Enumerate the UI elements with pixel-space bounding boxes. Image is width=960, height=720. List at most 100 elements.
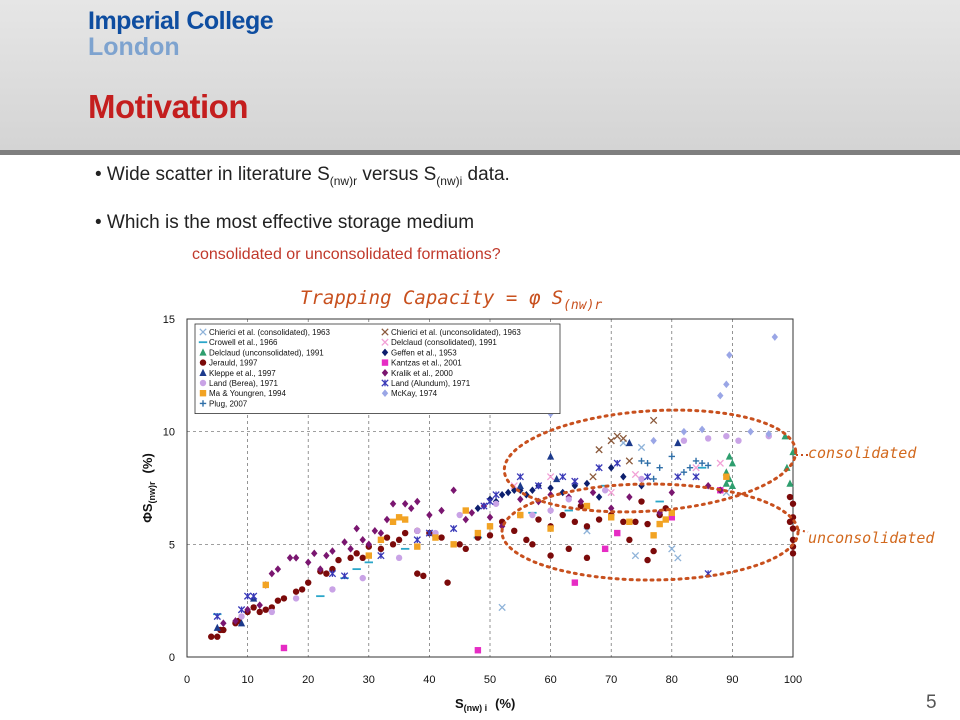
- data-point: [317, 565, 324, 573]
- data-point: [650, 532, 657, 539]
- data-point: [674, 473, 682, 481]
- data-point: [456, 511, 463, 519]
- data-point: [371, 527, 379, 535]
- data-point: [626, 493, 633, 501]
- logo-line1: Imperial College: [88, 7, 274, 35]
- data-point: [583, 554, 591, 562]
- y-tick-label: 15: [163, 314, 175, 326]
- data-point: [614, 529, 621, 537]
- data-point: [547, 552, 554, 559]
- chart-title-sub: (nw)r: [563, 298, 602, 313]
- legend-marker: [199, 379, 207, 387]
- bullet1-prefix: • Wide scatter in literature S: [95, 164, 330, 185]
- data-point: [280, 644, 288, 652]
- x-label-sub: (nw) i: [464, 703, 488, 713]
- legend-marker: [199, 328, 207, 336]
- data-point: [577, 502, 585, 510]
- data-point: [286, 554, 294, 562]
- legend-label: Chierici et al. (consolidated), 1963: [209, 328, 331, 337]
- data-point: [637, 443, 646, 452]
- legend-label: Kralik et al., 2000: [391, 369, 453, 378]
- data-point: [583, 502, 591, 510]
- data-point: [680, 437, 688, 444]
- legend-label: Geffen et al., 1953: [391, 348, 457, 357]
- data-point: [723, 432, 730, 440]
- series-10: [238, 432, 772, 620]
- data-point: [395, 554, 403, 562]
- x-tick-label: 50: [484, 674, 496, 686]
- data-point: [250, 592, 258, 600]
- data-point: [389, 541, 397, 548]
- data-point: [274, 597, 282, 604]
- data-point: [395, 514, 403, 521]
- x-tick-label: 0: [184, 674, 190, 686]
- data-point: [601, 487, 609, 494]
- data-point: [517, 495, 524, 504]
- data-point: [559, 488, 566, 497]
- bullet1-sub1: (nw)r: [329, 173, 358, 188]
- data-point: [383, 534, 391, 541]
- data-point: [789, 550, 797, 557]
- data-point: [214, 633, 221, 640]
- data-point: [449, 524, 458, 533]
- data-point: [656, 464, 663, 471]
- data-point: [619, 434, 627, 443]
- data-point: [723, 473, 730, 480]
- data-point: [413, 536, 421, 544]
- consolidated-annotation: consolidated: [808, 444, 917, 462]
- data-point: [577, 497, 585, 506]
- legend-label: Land (Alundum), 1971: [391, 379, 471, 388]
- data-point: [728, 481, 736, 489]
- legend-label: Crowell et al., 1966: [209, 338, 278, 347]
- data-point: [547, 507, 554, 514]
- data-point: [516, 481, 524, 489]
- data-point: [395, 536, 403, 544]
- x-tick-label: 10: [241, 674, 253, 686]
- data-point: [474, 504, 482, 513]
- data-point: [728, 459, 736, 467]
- data-point: [486, 513, 494, 522]
- data-point: [517, 511, 524, 519]
- bullet-wide-scatter: • Wide scatter in literature S(nw)r vers…: [95, 164, 510, 188]
- y-tick-label: 0: [169, 652, 175, 664]
- data-point: [262, 606, 269, 613]
- chart-legend: Chierici et al. (consolidated), 1963 Chie…: [194, 323, 561, 414]
- data-point: [613, 459, 621, 467]
- data-point: [438, 506, 445, 515]
- bullet-subtext: consolidated or unconsolidated formation…: [192, 246, 501, 263]
- data-point: [650, 436, 657, 445]
- data-point: [213, 612, 221, 621]
- data-point: [353, 550, 360, 557]
- data-point: [589, 488, 597, 497]
- data-point: [668, 453, 675, 460]
- bullet-storage-medium: • Which is the most effective storage me…: [95, 212, 475, 233]
- unconsolidated-annotation: unconsolidated: [808, 529, 935, 547]
- data-point: [631, 551, 640, 560]
- data-point: [595, 464, 603, 472]
- data-point: [607, 437, 615, 445]
- data-point: [725, 452, 733, 460]
- legend-label: Land (Berea), 1971: [209, 379, 278, 388]
- data-point: [571, 477, 579, 485]
- x-label-main: S: [455, 696, 464, 711]
- data-point: [595, 446, 603, 454]
- series-14: [638, 453, 712, 483]
- chart-title-prefix: Trapping Capacity = φ S: [300, 287, 563, 309]
- data-point: [638, 457, 645, 465]
- data-point: [462, 507, 469, 514]
- data-point: [565, 496, 572, 503]
- legend-marker: [381, 338, 389, 346]
- data-point: [401, 499, 409, 508]
- legend-label: Kleppe et al., 1997: [209, 369, 276, 378]
- data-point: [547, 525, 554, 532]
- data-point: [571, 481, 579, 490]
- legend-marker: [199, 368, 207, 376]
- x-tick-label: 70: [605, 674, 617, 686]
- data-point: [468, 508, 476, 517]
- series-1: [589, 416, 658, 481]
- data-point: [256, 608, 263, 616]
- data-point: [244, 605, 251, 614]
- data-point: [723, 380, 730, 389]
- data-point: [650, 475, 657, 483]
- data-point: [638, 498, 645, 505]
